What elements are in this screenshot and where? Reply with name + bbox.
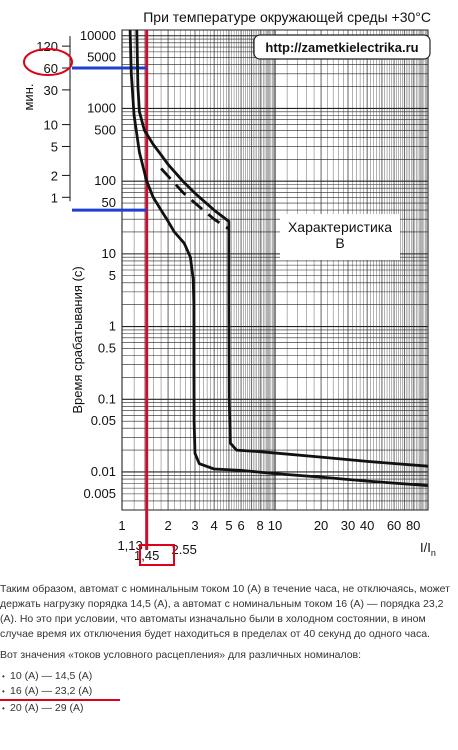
list-item: 10 (А) — 14,5 (А): [0, 669, 458, 684]
x-tick-label: 80: [406, 518, 420, 533]
chart-grid: [121, 29, 429, 511]
minute-tick-label: 120: [36, 39, 58, 54]
x-tick-label: 10: [268, 518, 282, 533]
y-tick-label: 0.1: [98, 391, 116, 406]
y-tick-label: 10000: [80, 28, 116, 43]
list-item: 20 (А) — 29 (А): [0, 701, 458, 716]
y-tick-label: 500: [94, 122, 116, 137]
y-tick-label: 10: [102, 246, 116, 261]
minute-tick-label: 1: [51, 190, 58, 205]
tick-labels: 10000 5000 1000 500 100 50 10 5 1 0.5 0.1 0.05 0.01 0…: [36, 28, 420, 563]
dashed-curve: [160, 167, 230, 231]
x-tick-label: 40: [360, 518, 374, 533]
x-marker-label: 1,45: [134, 548, 159, 563]
minute-tick-label: 2: [51, 168, 58, 183]
reference-lines: [72, 30, 149, 550]
time-current-chart: 10000 5000 1000 500 100 50 10 5 1 0.5 0.1 0.05 0.01 0…: [21, 6, 437, 566]
x-tick-label: 20: [314, 518, 328, 533]
minute-tick-label: 60: [44, 61, 58, 76]
x-tick-label: 6: [237, 518, 244, 533]
chart-figure: 10000 5000 1000 500 100 50 10 5 1 0.5 0.1 0.05 0.01 0…: [21, 6, 437, 566]
x-marker-label: 2.55: [172, 542, 197, 557]
minute-tick-label: 10: [44, 118, 58, 133]
y-tick-label: 0.05: [91, 413, 116, 428]
x-tick-label: 1: [118, 518, 125, 533]
characteristic-label: Характеристика: [288, 219, 392, 235]
y-tick-label: 5: [109, 268, 116, 283]
chart-title: При температуре окружающей среды +30°C: [143, 9, 431, 25]
y-tick-label: 100: [94, 173, 116, 188]
tripping-curve: [128, 29, 429, 487]
url-text: http://zametkielectrika.ru: [265, 40, 418, 55]
y-tick-label: 0.005: [83, 486, 116, 501]
y-tick-label: 1: [109, 319, 116, 334]
rates-list: 10 (А) — 14,5 (А) 16 (А) — 23,2 (А) 20 (…: [0, 669, 458, 716]
y-tick-label: 50: [102, 195, 116, 210]
characteristic-letter: B: [335, 235, 344, 251]
x-marker-label: 1,13: [117, 538, 142, 553]
paragraph-rates-intro: Вот значения «токов условного расцеплени…: [0, 649, 362, 661]
highlight-circle-60: [23, 48, 73, 76]
x-tick-label: 30: [341, 518, 355, 533]
x-tick-label: 60: [387, 518, 401, 533]
x-axis-title: I/In: [420, 540, 436, 558]
y-tick-label: 5000: [87, 50, 116, 65]
chart-series: [128, 29, 429, 487]
x-tick-label: 3: [191, 518, 198, 533]
y-tick-label: 1000: [87, 100, 116, 115]
tripping-curve: [135, 29, 429, 468]
article-text: Таким образом, автомат с номинальным ток…: [0, 582, 458, 716]
x-tick-label: 2: [164, 518, 171, 533]
characteristic-label-backdrop: [280, 214, 400, 260]
y-axis-minutes-title: мин.: [21, 84, 36, 111]
y-tick-label: 0.01: [91, 464, 116, 479]
x-tick-label: 5: [225, 518, 232, 533]
title-backdrop: [121, 6, 437, 28]
minute-tick-label: 5: [51, 139, 58, 154]
x-tick-label: 4: [210, 518, 217, 533]
x-tick-label: 8: [257, 518, 264, 533]
chart-annotations: При температуре окружающей среды +30°C h…: [21, 6, 437, 566]
list-item: 16 (А) — 23,2 (А): [0, 684, 120, 701]
paragraph-conclusion: Таким образом, автомат с номинальным ток…: [0, 583, 450, 640]
y-axis-title: Время срабатывания (с): [70, 266, 85, 413]
minute-tick-label: 30: [44, 83, 58, 98]
highlight-box-145: [139, 544, 175, 566]
y-tick-label: 0.5: [98, 340, 116, 355]
url-badge: [253, 34, 431, 60]
